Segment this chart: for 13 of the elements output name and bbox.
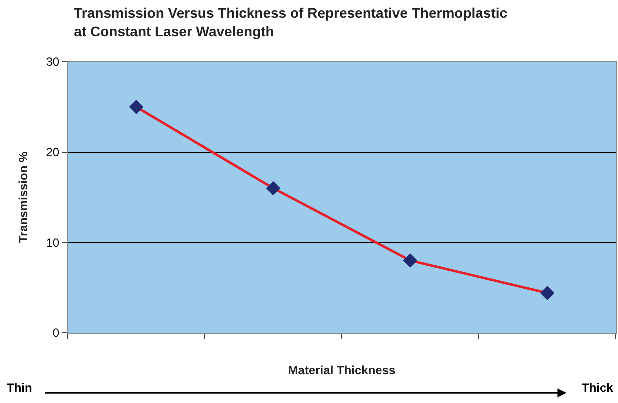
point: [266, 181, 281, 196]
y-tick-label: 10: [46, 236, 60, 250]
y-tick-label: 0: [52, 326, 60, 340]
text: Thick: [582, 381, 614, 395]
point: [129, 100, 144, 114]
point: [540, 286, 555, 300]
y-tick-label: 20: [46, 146, 60, 160]
text: Thin: [7, 381, 32, 395]
y-tick-label: 30: [46, 55, 60, 70]
point: [403, 254, 418, 268]
x-axis-title: Material Thickness: [288, 363, 396, 378]
chart-title: Transmission Versus Thickness of Representative Thermoplastic at Constant Laser Wavelength: [74, 5, 508, 40]
y-axis-title: Transmission %: [16, 151, 31, 244]
